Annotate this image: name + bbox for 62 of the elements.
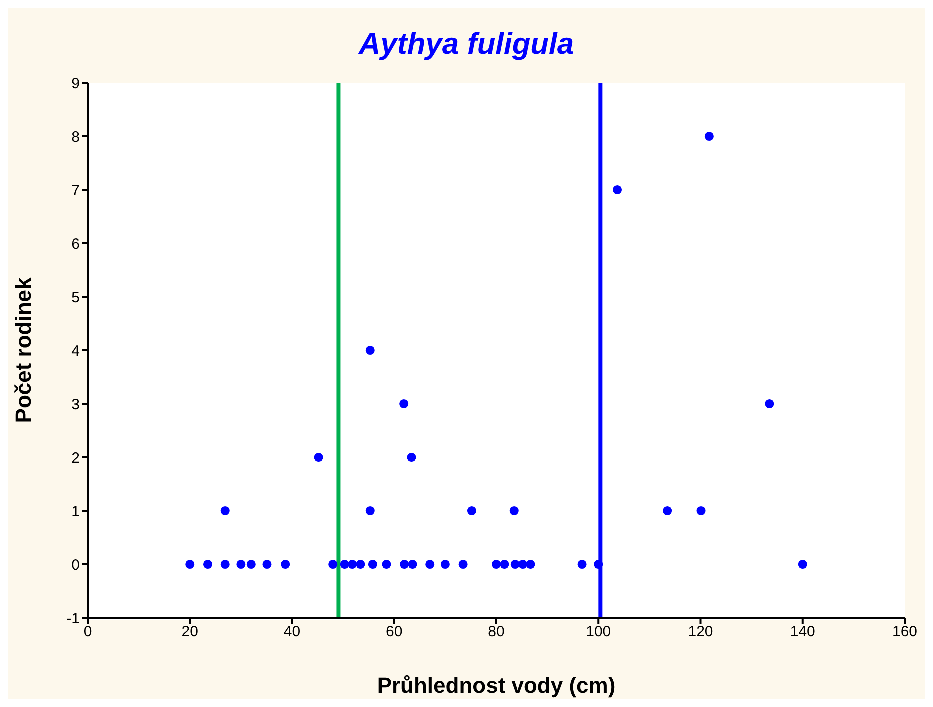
y-tick-label: 7: [72, 182, 80, 200]
point: [368, 560, 378, 570]
x-tick-label: 140: [790, 624, 816, 641]
point: [400, 560, 410, 570]
point: [518, 560, 528, 570]
point: [186, 560, 195, 570]
point: [356, 560, 366, 570]
y-tick-label: -1: [66, 610, 80, 628]
x-tick-label: 60: [386, 624, 403, 641]
point: [510, 560, 520, 570]
point: [594, 560, 604, 570]
y-tick-label: 3: [72, 396, 80, 414]
y-tick-label: 4: [72, 342, 80, 360]
x-tick-label: 0: [84, 624, 92, 641]
x-tick-label: 40: [284, 624, 301, 641]
point: [382, 560, 392, 570]
point: [526, 560, 536, 570]
point: [246, 560, 256, 570]
y-axis-title: Počet rodinek: [10, 276, 36, 424]
point: [492, 560, 502, 570]
point: [510, 506, 519, 516]
x-tick-label: 120: [688, 624, 714, 641]
y-tick-label: 2: [72, 450, 80, 467]
x-tick-label: 20: [182, 624, 198, 641]
point: [663, 506, 672, 516]
point: [426, 560, 435, 570]
point: [236, 560, 246, 570]
point: [348, 560, 358, 570]
point: [281, 560, 290, 570]
y-tick-label: 6: [72, 236, 80, 253]
chart-title: Aythya fuligula: [358, 28, 574, 61]
point: [400, 399, 409, 409]
x-tick-label: 100: [586, 624, 612, 641]
point: [366, 506, 375, 516]
point: [262, 560, 272, 570]
x-tick-label: 80: [488, 624, 505, 641]
point: [203, 560, 213, 570]
point: [458, 560, 468, 570]
point: [220, 560, 230, 570]
y-tick-label: 0: [72, 556, 80, 574]
point: [340, 560, 350, 570]
y-tick-label: 5: [72, 289, 80, 306]
point: [440, 560, 450, 570]
y-tick-label: 9: [72, 75, 80, 92]
x-tick-label: 160: [892, 624, 918, 641]
point: [696, 506, 706, 516]
point: [314, 452, 324, 462]
point: [407, 452, 416, 462]
y-tick-label: 8: [72, 128, 80, 146]
point: [798, 560, 808, 570]
point: [328, 560, 338, 570]
y-tick-label: 1: [72, 503, 80, 520]
point: [500, 560, 510, 570]
x-axis-title: Průhlednost vody (cm): [377, 673, 616, 698]
point: [467, 506, 477, 516]
point: [220, 506, 230, 516]
point: [366, 346, 375, 356]
point: [765, 399, 774, 409]
point: [613, 185, 622, 195]
point: [578, 560, 587, 570]
point: [408, 560, 418, 570]
point: [704, 132, 714, 142]
